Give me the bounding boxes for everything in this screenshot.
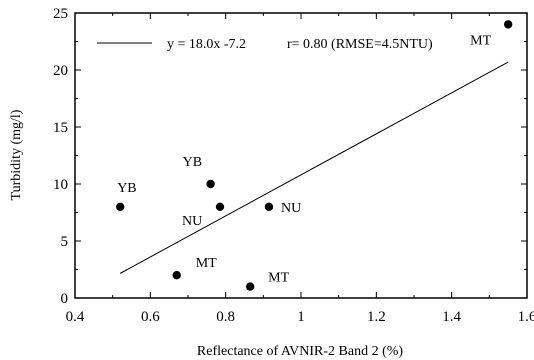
data-point (172, 271, 181, 280)
data-points (116, 20, 513, 291)
data-point (215, 202, 225, 211)
data-point (116, 202, 125, 211)
point-label: YB (183, 155, 202, 170)
x-tick-label: 0.8 (216, 309, 235, 325)
y-tick-label: 5 (61, 234, 69, 250)
y-tick-labels: 0 5 10 15 20 25 (53, 6, 68, 307)
x-tick-label: 0.6 (141, 309, 160, 325)
point-label: MT (196, 256, 217, 271)
data-point (264, 202, 274, 211)
x-tick-label: 0.4 (66, 309, 85, 325)
plot-area-frame (74, 12, 528, 299)
point-label: MT (268, 271, 289, 286)
x-tick-label: 1.6 (518, 309, 534, 325)
y-tick-label: 15 (53, 120, 68, 136)
point-label: MT (470, 33, 491, 48)
x-tick-labels: 0.4 0.6 0.8 1 1.2 1.4 1.6 (66, 309, 534, 325)
axis-ticks (74, 12, 528, 299)
regression-line (119, 61, 509, 274)
x-tick-label: 1.4 (442, 309, 461, 325)
y-tick-label: 25 (53, 6, 68, 22)
y-tick-label: 20 (53, 63, 68, 79)
point-label: NU (281, 201, 301, 216)
x-tick-label: 1 (297, 309, 305, 325)
point-labels: YB YB NU NU MT MT MT (117, 33, 491, 285)
data-point (245, 282, 255, 291)
legend-stats: r= 0.80 (RMSE=4.5NTU) (287, 37, 433, 52)
data-point (206, 179, 215, 189)
point-label: YB (117, 181, 136, 196)
x-tick-label: 1.2 (367, 309, 386, 325)
legend-equation: y = 18.0x -7.2 (167, 37, 246, 52)
y-axis-label: Turbidity (mg/l) (9, 109, 24, 200)
y-tick-label: 0 (61, 291, 69, 307)
data-point (503, 20, 513, 29)
point-label: NU (182, 214, 202, 229)
y-tick-label: 10 (53, 177, 68, 193)
x-axis-label: Reflectance of AVNIR-2 Band 2 (%) (197, 344, 404, 359)
